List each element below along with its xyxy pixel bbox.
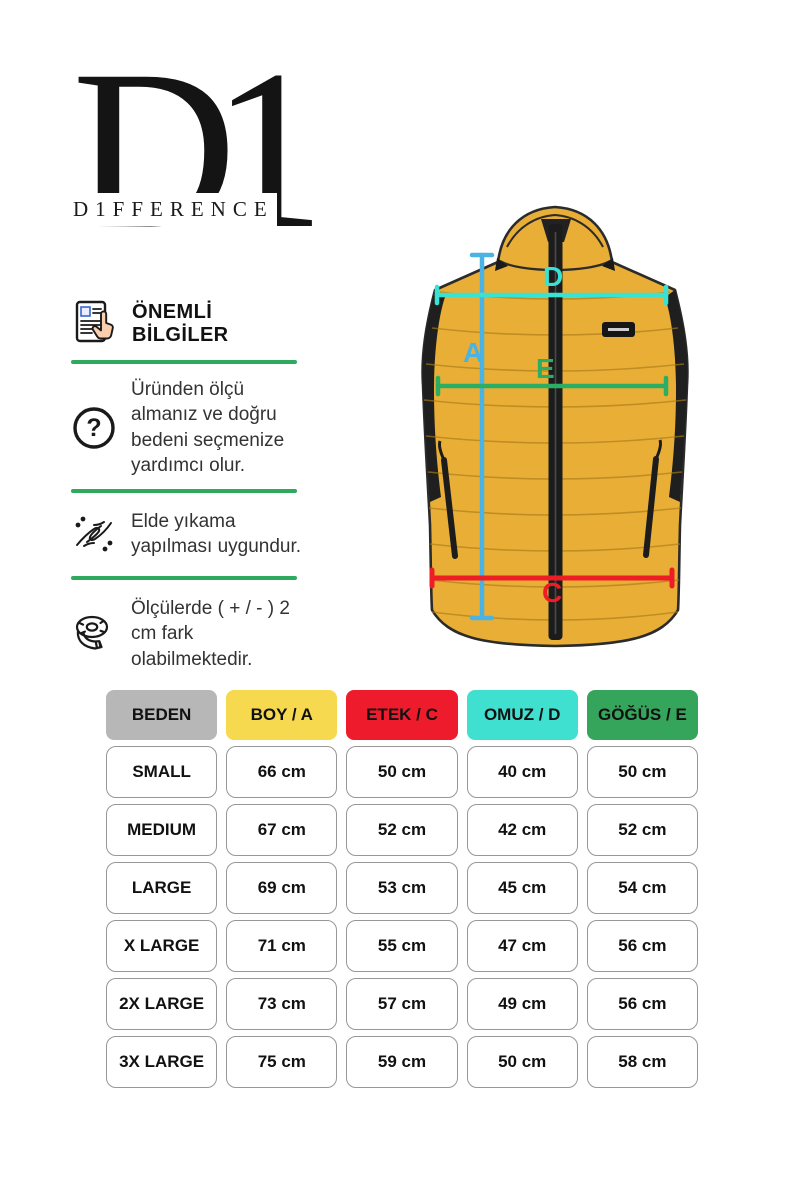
- value-cell: 55 cm: [346, 920, 458, 972]
- value-cell: 52 cm: [346, 804, 458, 856]
- measure-line-d: [434, 284, 669, 306]
- size-cell: MEDIUM: [106, 804, 218, 856]
- measure-line-a: [469, 252, 495, 621]
- green-divider: [71, 488, 297, 493]
- green-divider: [71, 360, 297, 364]
- vest-pocket-left: [438, 440, 458, 559]
- value-cell: 59 cm: [346, 1036, 458, 1088]
- value-cell: 47 cm: [466, 920, 578, 972]
- vest-armhole-left: [422, 290, 445, 502]
- column-header-boy: BOY / A: [226, 690, 338, 740]
- value-cell: 56 cm: [586, 978, 698, 1030]
- question-circle-icon: ?: [70, 404, 118, 452]
- column-header-beden: BEDEN: [106, 690, 218, 740]
- info-panel-title: ÖNEMLİ BİLGİLER: [132, 301, 229, 346]
- info-item-measure-help: ? Üründen ölçü almanız ve doğru bedeni s…: [70, 377, 310, 479]
- brand-logo-wordmark: D1FFERENCE: [70, 193, 277, 226]
- value-cell: 52 cm: [586, 804, 698, 856]
- size-cell: 3X LARGE: [106, 1036, 218, 1088]
- size-table: BEDEN BOY / A ETEK / C OMUZ / D GÖĞÜS / …: [106, 690, 698, 1088]
- value-cell: 54 cm: [586, 862, 698, 914]
- brand-logo-monogram: D1: [72, 24, 326, 276]
- info-header: ÖNEMLİ BİLGİLER: [70, 298, 310, 350]
- value-cell: 50 cm: [466, 1036, 578, 1088]
- info-item-hand-wash: Elde yıkama yapılması uygundur.: [70, 509, 310, 560]
- value-cell: 71 cm: [226, 920, 338, 972]
- size-cell: 2X LARGE: [106, 978, 218, 1030]
- important-info-panel: ÖNEMLİ BİLGİLER ? Üründen ölçü almanız v…: [70, 298, 310, 672]
- measure-label-c: C: [542, 577, 562, 608]
- value-cell: 56 cm: [586, 920, 698, 972]
- info-item-tolerance: Ölçülerde ( + / - ) 2 cm fark olabilmekt…: [70, 596, 310, 672]
- measure-label-a: A: [463, 337, 483, 368]
- value-cell: 53 cm: [346, 862, 458, 914]
- value-cell: 50 cm: [346, 746, 458, 798]
- value-cell: 45 cm: [466, 862, 578, 914]
- info-item-text: Elde yıkama yapılması uygundur.: [131, 510, 302, 558]
- hand-wash-icon: [70, 510, 118, 558]
- size-cell: SMALL: [106, 746, 218, 798]
- info-item-text: Ölçülerde ( + / - ) 2 cm fark olabilmekt…: [131, 597, 290, 670]
- value-cell: 67 cm: [226, 804, 338, 856]
- value-cell: 40 cm: [466, 746, 578, 798]
- info-item-text: Üründen ölçü almanız ve doğru bedeni seç…: [131, 379, 285, 477]
- value-cell: 75 cm: [226, 1036, 338, 1088]
- column-header-gogus: GÖĞÜS / E: [586, 690, 698, 740]
- column-header-etek: ETEK / C: [346, 690, 458, 740]
- value-cell: 50 cm: [586, 746, 698, 798]
- column-header-omuz: OMUZ / D: [466, 690, 578, 740]
- value-cell: 69 cm: [226, 862, 338, 914]
- measure-line-e: [435, 375, 669, 397]
- vest-measurement-diagram: A D E C: [370, 140, 800, 660]
- svg-text:?: ?: [86, 414, 101, 442]
- green-divider: [71, 575, 297, 580]
- size-cell: LARGE: [106, 862, 218, 914]
- brand-logo: D1 D1FFERENCE: [70, 24, 330, 276]
- measure-label-d: D: [543, 261, 563, 292]
- value-cell: 66 cm: [226, 746, 338, 798]
- measuring-tape-icon: [70, 610, 118, 658]
- vest-pocket-right: [643, 439, 662, 558]
- size-cell: X LARGE: [106, 920, 218, 972]
- value-cell: 73 cm: [226, 978, 338, 1030]
- vest-illustration: A D E C: [421, 205, 689, 648]
- value-cell: 42 cm: [466, 804, 578, 856]
- measure-line-c: [429, 567, 675, 589]
- vest-armhole-right: [665, 290, 688, 502]
- document-hand-icon: [70, 298, 118, 351]
- value-cell: 58 cm: [586, 1036, 698, 1088]
- value-cell: 57 cm: [346, 978, 458, 1030]
- measure-label-e: E: [536, 353, 555, 384]
- value-cell: 49 cm: [466, 978, 578, 1030]
